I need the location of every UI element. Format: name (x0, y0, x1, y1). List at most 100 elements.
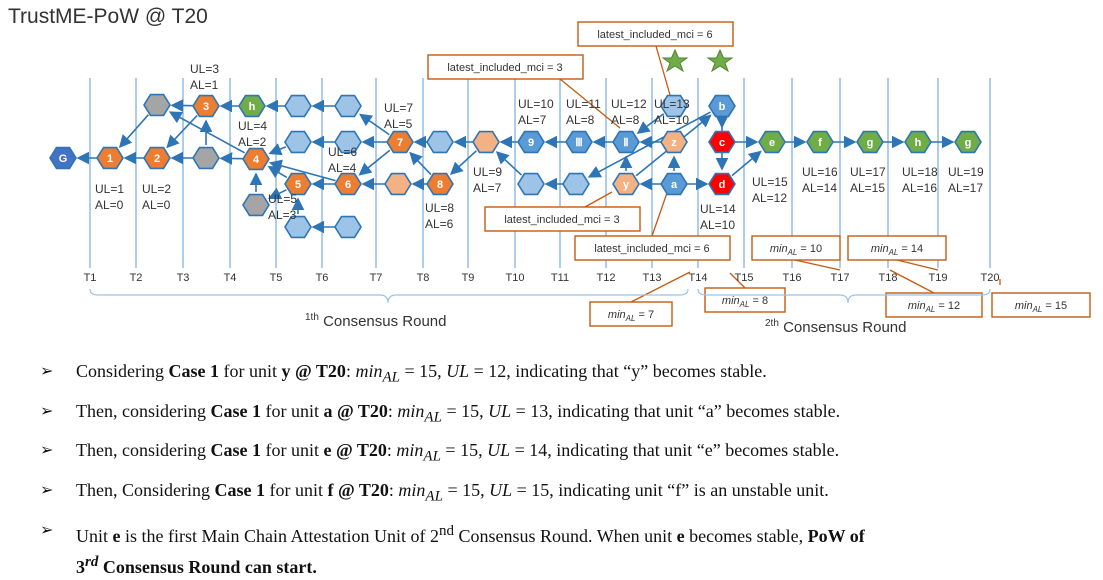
ul-label: UL=13 (654, 97, 690, 111)
al-label: AL=14 (802, 181, 837, 195)
dag-node-label: 4 (253, 154, 260, 166)
dag-node: g (955, 132, 981, 153)
dag-node-label: g (867, 137, 874, 149)
dag-node: a (661, 174, 687, 195)
dag-node-label: g (965, 137, 972, 149)
al-label: AL=2 (238, 135, 267, 149)
al-label: AL=0 (142, 198, 171, 212)
time-label: T6 (316, 272, 329, 284)
dag-node: h (239, 96, 265, 117)
ul-label: UL=1 (95, 182, 124, 196)
dag-node: 8 (427, 174, 453, 195)
dag-node-label: y (623, 179, 630, 191)
time-label: T1 (84, 272, 97, 284)
dag-node-label: h (249, 101, 256, 113)
dag-node: 7 (387, 132, 413, 153)
dag-node: g (857, 132, 883, 153)
mci-annotation-text: latest_included_mci = 6 (594, 243, 709, 255)
time-label: T4 (224, 272, 237, 284)
bullet-item-final: ➢ Unit e is the first Main Chain Attesta… (40, 510, 1090, 580)
callout-line (897, 260, 938, 270)
dag-node: f (807, 132, 833, 153)
ul-label: UL=4 (238, 119, 267, 133)
ul-label: UL=2 (142, 182, 171, 196)
callout-line (585, 192, 612, 207)
ul-label: UL=3 (190, 62, 219, 76)
dag-node-label: h (915, 137, 922, 149)
time-label: T20 (981, 272, 1000, 284)
dag-node: b (709, 96, 735, 117)
dag-edge (167, 116, 197, 148)
callout-line (652, 190, 668, 236)
dag-node: z (661, 132, 687, 153)
time-label: T17 (831, 272, 850, 284)
dag-node-label: Ⅲ (575, 137, 583, 149)
dag-node-label: f (818, 137, 822, 149)
dag-node: y (613, 174, 639, 195)
dag-node-label: b (719, 101, 726, 113)
dag-edge (360, 150, 390, 174)
al-label: AL=15 (850, 181, 885, 195)
al-label: AL=10 (700, 218, 735, 232)
time-label: T13 (643, 272, 662, 284)
ul-label: UL=11 (566, 97, 601, 111)
round-brackets (90, 289, 990, 303)
dag-edge (120, 115, 148, 147)
bullet-item: ➢Considering Case 1 for unit y @ T20: mi… (40, 352, 1090, 392)
time-label: T18 (879, 272, 898, 284)
arrow-bullet-icon: ➢ (40, 392, 53, 432)
time-label: T9 (462, 272, 475, 284)
dag-node: 4 (243, 149, 269, 170)
al-label: AL=1 (190, 78, 219, 92)
ul-label: UL=6 (328, 145, 357, 159)
dag-node (285, 132, 311, 153)
dag-node-label: c (719, 137, 725, 149)
al-label: AL=0 (95, 198, 124, 212)
dag-node (144, 95, 170, 116)
ul-label: UL=19 (948, 165, 984, 179)
round-1-label: 1th Consensus Round (305, 312, 447, 330)
al-label: AL=17 (948, 181, 983, 195)
dag-node: d (709, 174, 735, 195)
dag-node: h (905, 132, 931, 153)
dag-node (193, 148, 219, 169)
time-label: T11 (551, 272, 569, 284)
dag-edge (270, 147, 286, 154)
al-label: AL=7 (518, 113, 547, 127)
dag-node-label: a (671, 179, 678, 191)
dag-node (385, 174, 411, 195)
al-label: AL=8 (566, 113, 595, 127)
bullet-list: ➢Considering Case 1 for unit y @ T20: mi… (40, 352, 1090, 580)
time-label: T3 (177, 272, 190, 284)
ul-label: UL=16 (802, 165, 838, 179)
time-label: T12 (597, 272, 616, 284)
dag-node-label: G (59, 153, 68, 165)
dag-node (427, 132, 453, 153)
time-label: T15 (735, 272, 754, 284)
al-label: AL=12 (752, 191, 787, 205)
bullet-item: ➢Then, considering Case 1 for unit e @ T… (40, 431, 1090, 471)
dag-edge (732, 152, 761, 176)
dag-node-label: 3 (203, 101, 209, 113)
al-label: AL=6 (425, 217, 454, 231)
callout-line (795, 260, 840, 270)
ul-label: UL=7 (384, 101, 413, 115)
stars (663, 50, 732, 71)
star-icon (708, 50, 732, 71)
al-label: AL=4 (328, 161, 357, 175)
ul-label: UL=8 (425, 201, 454, 215)
dag-edge (269, 167, 287, 178)
ul-label: UL=17 (850, 165, 886, 179)
dag-node (473, 132, 499, 153)
round-1-bracket (90, 289, 688, 303)
mci-annotation-text: latest_included_mci = 3 (504, 214, 619, 226)
al-label: AL=3 (268, 208, 297, 222)
arrow-bullet-icon: ➢ (40, 431, 53, 471)
dag-node-label: 9 (528, 137, 534, 149)
al-label: AL=16 (902, 181, 937, 195)
al-label: AL=7 (473, 181, 502, 195)
time-label: T7 (370, 272, 383, 284)
dag-node-label: Ⅱ (623, 137, 628, 149)
time-label: T5 (270, 272, 283, 284)
